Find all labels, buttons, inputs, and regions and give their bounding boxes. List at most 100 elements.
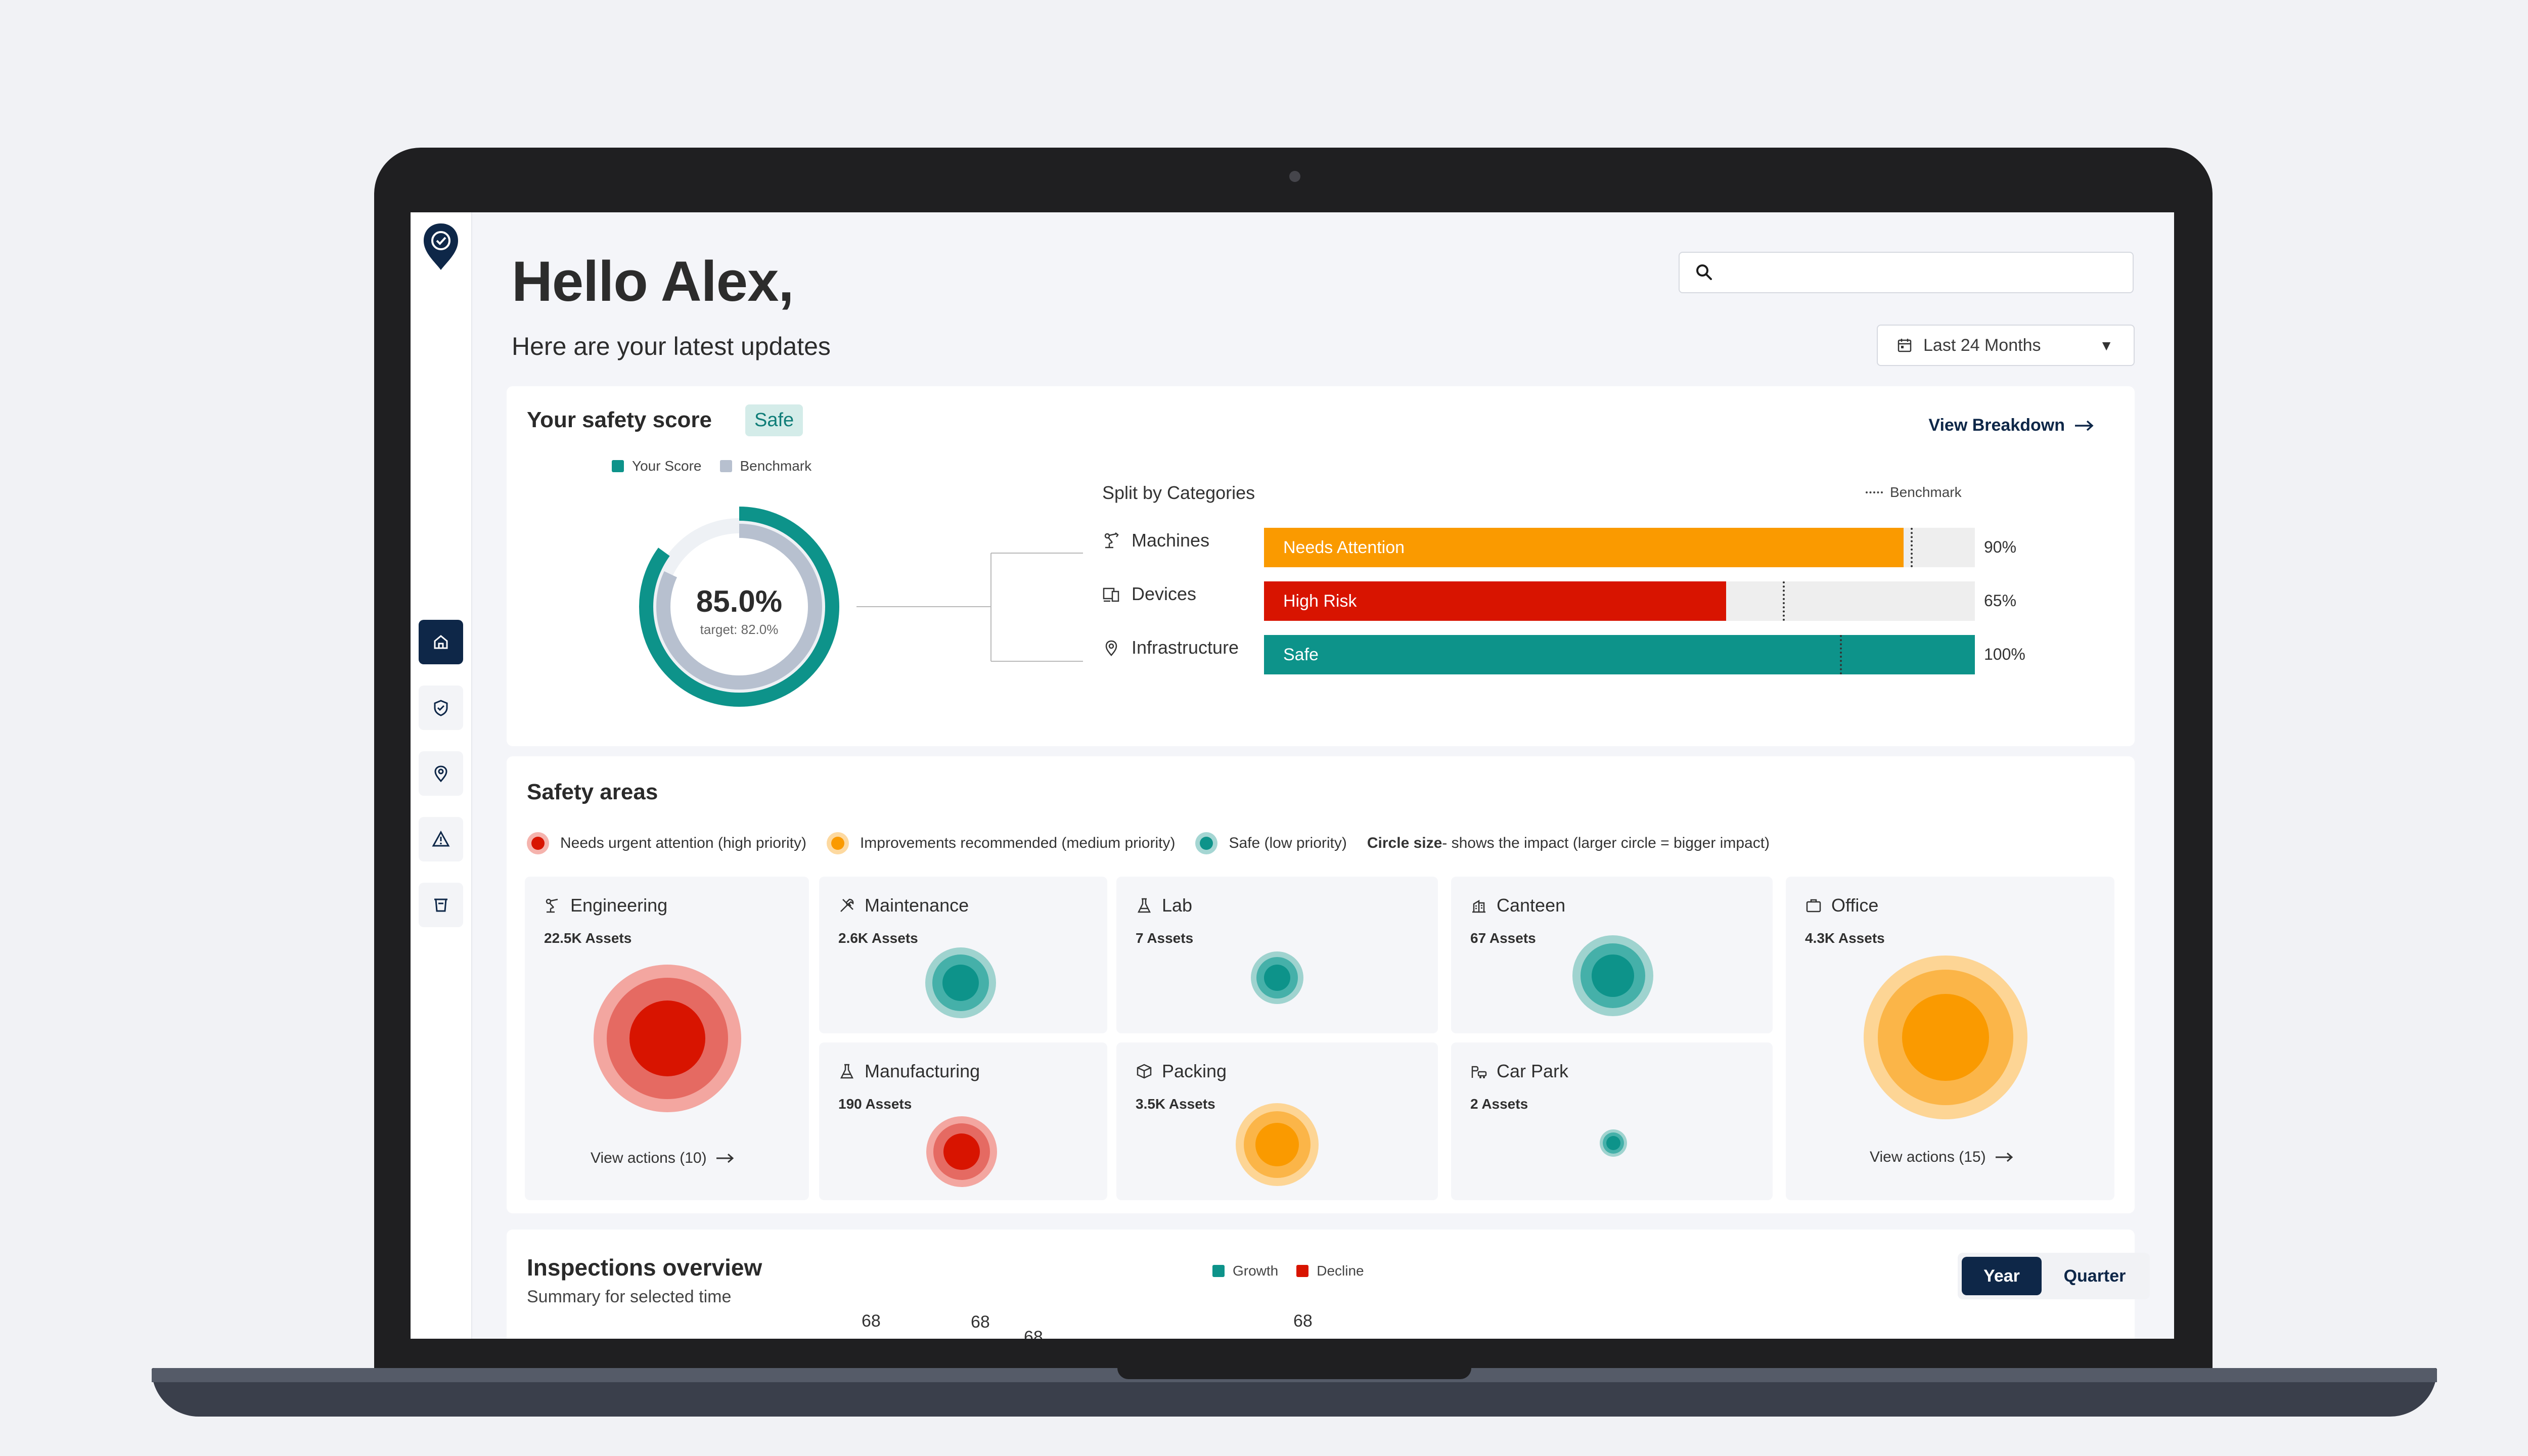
tile-name-label: Packing <box>1162 1061 1227 1081</box>
tile-name-label: Canteen <box>1497 895 1566 916</box>
search-input[interactable] <box>1679 252 2134 293</box>
view-breakdown-link[interactable]: View Breakdown <box>1928 416 2095 435</box>
logo-icon <box>424 223 458 270</box>
category-name: Machines <box>1132 530 1210 551</box>
camera <box>1289 171 1300 182</box>
legend-label: Growth <box>1233 1263 1279 1279</box>
safety-areas-card: Safety areas Needs urgent attention (hig… <box>507 756 2135 1213</box>
search-icon <box>1696 264 1712 280</box>
tile-name: Lab <box>1136 895 1192 916</box>
legend-label: Decline <box>1317 1263 1364 1279</box>
benchmark-legend: Benchmark <box>1866 484 1962 500</box>
legend-dot <box>1195 832 1218 854</box>
legend-label: Improvements recommended (medium priorit… <box>860 835 1176 851</box>
safety-areas-title: Safety areas <box>527 780 658 804</box>
location-pin-icon <box>434 765 447 783</box>
nav-store[interactable] <box>419 883 463 927</box>
category-infrastructure: Infrastructure <box>1102 637 1239 658</box>
donut-score-arc <box>639 507 839 707</box>
main-content: Hello Alex, Here are your latest updates… <box>471 212 2174 1339</box>
legend-medium: Improvements recommended (medium priorit… <box>826 832 1176 854</box>
nav-safety[interactable] <box>419 686 463 730</box>
legend-label: Safe (low priority) <box>1229 835 1347 851</box>
toggle-quarter[interactable]: Quarter <box>2063 1266 2126 1286</box>
location-pin-icon <box>1105 640 1117 656</box>
tile-assets: 4.3K Assets <box>1805 930 1885 946</box>
tile-name: Office <box>1805 895 1878 916</box>
tile-car-park[interactable]: Car Park 2 Assets <box>1451 1042 1773 1200</box>
bar-benchmark-marker <box>1783 581 1785 621</box>
tile-name: Manufacturing <box>838 1061 980 1082</box>
legend-label: Needs urgent attention (high priority) <box>560 835 806 851</box>
briefcase-icon <box>1806 899 1821 913</box>
status-badge: Safe <box>745 404 803 436</box>
tile-assets: 7 Assets <box>1136 930 1194 946</box>
inspections-title: Inspections overview <box>527 1254 762 1281</box>
tile-office[interactable]: Office 4.3K Assets View actions (15) <box>1786 877 2114 1200</box>
legend-high: Needs urgent attention (high priority) <box>527 832 806 854</box>
tile-assets: 2.6K Assets <box>838 930 918 946</box>
bar-benchmark-marker <box>1839 635 1842 674</box>
toggle-year[interactable]: Year <box>1962 1257 2042 1295</box>
tile-assets: 190 Assets <box>838 1096 912 1112</box>
nav-home[interactable] <box>419 620 463 664</box>
nav-alerts[interactable] <box>419 817 463 861</box>
tile-maintenance[interactable]: Maintenance 2.6K Assets <box>819 877 1107 1033</box>
safety-score-card: Your safety score Safe View Breakdown Yo… <box>507 386 2135 746</box>
tile-name-label: Office <box>1831 895 1879 916</box>
devices-icon <box>1103 587 1119 602</box>
category-machines: Machines <box>1102 530 1209 551</box>
data-label: 68 <box>862 1311 881 1331</box>
view-actions-engineering[interactable]: View actions (10) <box>591 1150 735 1167</box>
impact-bubble <box>1251 951 1303 1004</box>
category-bar-machines: Needs Attention <box>1264 528 1975 567</box>
bar-benchmark-marker <box>1911 528 1913 567</box>
impact-bubble <box>926 1116 997 1187</box>
view-actions-office[interactable]: View actions (15) <box>1870 1149 2014 1166</box>
tile-name-label: Engineering <box>570 895 668 916</box>
tile-manufacturing[interactable]: Manufacturing 190 Assets <box>819 1042 1107 1200</box>
legend-dot <box>826 832 849 854</box>
greeting: Hello Alex, <box>512 250 794 313</box>
legend-your-score: Your Score <box>612 458 702 474</box>
safety-score-title: Your safety score <box>527 407 712 432</box>
impact-bubble <box>1236 1103 1319 1186</box>
inspections-card: Inspections overview Summary for selecte… <box>507 1230 2150 1339</box>
tile-assets: 22.5K Assets <box>544 930 632 946</box>
legend-swatch <box>719 460 732 472</box>
app-screen: Hello Alex, Here are your latest updates… <box>411 212 2174 1339</box>
nav-locations[interactable] <box>419 751 463 796</box>
score-legend: Your Score Benchmark <box>612 458 830 474</box>
tile-name-label: Maintenance <box>865 895 969 916</box>
flask-icon <box>840 1064 854 1079</box>
tile-assets: 2 Assets <box>1470 1096 1528 1112</box>
inspections-legend: Growth Decline <box>1212 1263 1382 1279</box>
category-bar-infrastructure: Safe <box>1264 635 1975 674</box>
basket-icon <box>434 898 447 912</box>
safety-areas-legend: Needs urgent attention (high priority) I… <box>527 832 1790 854</box>
tile-name-label: Lab <box>1162 895 1193 916</box>
arrow-right-icon <box>716 1153 734 1163</box>
data-label: 68 <box>1024 1328 1043 1339</box>
flask-icon <box>1137 898 1151 913</box>
tile-lab[interactable]: Lab 7 Assets <box>1116 877 1438 1033</box>
tile-packing[interactable]: Packing 3.5K Assets <box>1116 1042 1438 1200</box>
tile-name: Maintenance <box>838 895 969 916</box>
bar-percent-machines: 90% <box>1984 538 2017 556</box>
bar-fill: Needs Attention <box>1264 528 1904 567</box>
legend-dot <box>527 832 549 854</box>
period-toggle: Year Quarter <box>1958 1253 2150 1299</box>
tile-canteen[interactable]: Canteen 67 Assets <box>1451 877 1773 1033</box>
view-actions-label: View actions (15) <box>1870 1149 1986 1165</box>
score-donut-chart: 85.0% target: 82.0% <box>639 507 1083 707</box>
legend-growth: Growth <box>1212 1263 1278 1279</box>
split-categories-title: Split by Categories <box>1102 482 1255 503</box>
data-label: 68 <box>1293 1311 1313 1331</box>
bar-fill: High Risk <box>1264 581 1726 621</box>
tools-icon <box>840 898 854 912</box>
period-select-value: Last 24 Months <box>1923 335 2041 355</box>
sidebar <box>411 212 472 1339</box>
period-select[interactable]: Last 24 Months ▼ <box>1877 325 2135 366</box>
shield-icon <box>434 700 448 716</box>
tile-engineering[interactable]: Engineering 22.5K Assets View actions (1… <box>525 877 809 1200</box>
